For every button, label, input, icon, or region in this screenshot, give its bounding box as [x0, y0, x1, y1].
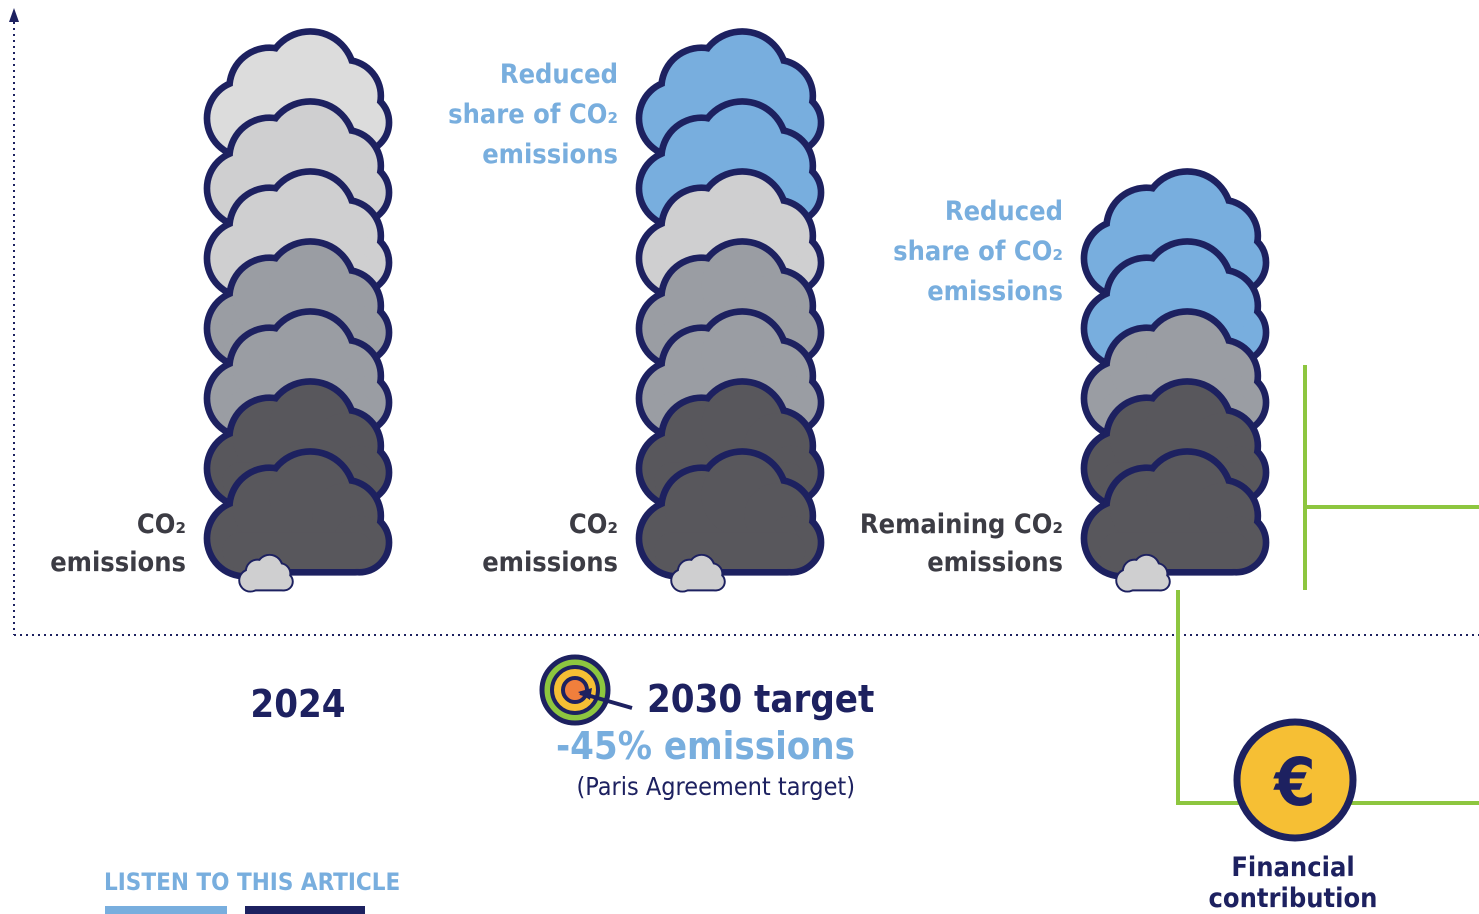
- infographic: € Financial contribution 2024 2030 targe…: [0, 0, 1479, 914]
- cloud-part: [1100, 532, 1251, 569]
- audio-bar: [105, 906, 227, 914]
- listen-label: LISTEN TO THIS ARTICLE: [104, 868, 400, 896]
- clouds: [210, 35, 1262, 591]
- target-title: 2030 target: [647, 677, 874, 721]
- reduced-label: emissions: [482, 139, 618, 170]
- reduced-label: share of CO₂: [893, 236, 1063, 267]
- emissions-label: CO₂: [569, 509, 618, 540]
- reduced-label: emissions: [927, 276, 1063, 307]
- cloud-part: [655, 532, 806, 569]
- cloud-part: [223, 532, 374, 569]
- emissions-label: emissions: [482, 547, 618, 578]
- target-subtitle: -45% emissions: [556, 724, 855, 768]
- reduced-label: share of CO₂: [448, 99, 618, 130]
- axis-arrow: [9, 8, 19, 22]
- euro-symbol: €: [1272, 744, 1315, 821]
- cloud-part: [244, 579, 288, 590]
- target-note: (Paris Agreement target): [577, 772, 855, 801]
- emissions-label: emissions: [927, 547, 1063, 578]
- target-icon: [542, 657, 632, 723]
- emissions-label: emissions: [50, 547, 186, 578]
- year-label: 2024: [250, 682, 345, 726]
- reduced-label: Reduced: [945, 196, 1063, 227]
- emissions-label: Remaining CO₂: [860, 509, 1063, 540]
- financial-label: Financial: [1231, 852, 1354, 883]
- reduced-label: Reduced: [500, 59, 618, 90]
- cloud-part: [1121, 579, 1165, 590]
- audio-bar: [245, 906, 365, 914]
- cloud-part: [676, 579, 720, 590]
- financial-label: contribution: [1209, 883, 1378, 914]
- emissions-label: CO₂: [137, 509, 186, 540]
